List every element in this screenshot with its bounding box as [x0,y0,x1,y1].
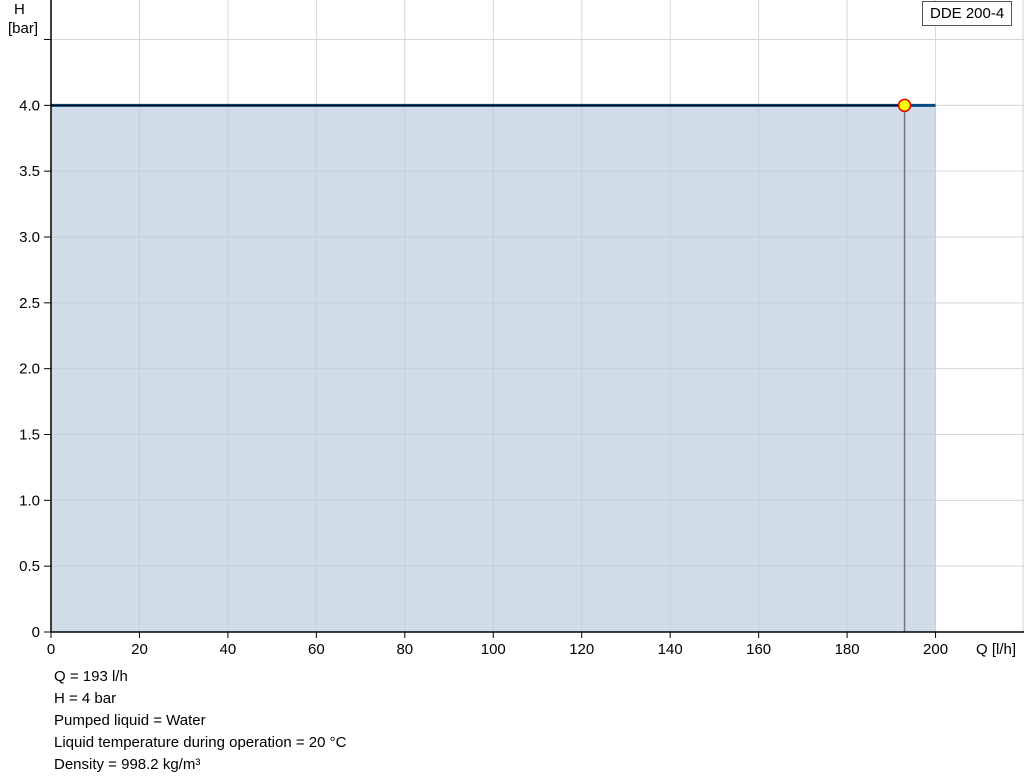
y-axis-label-h: H [14,1,25,18]
info-liquid: Pumped liquid = Water [54,712,206,729]
x-tick-label: 100 [481,641,506,658]
y-tick-label: 3.0 [19,229,40,246]
y-tick-label: 2.5 [19,295,40,312]
x-tick-label: 0 [47,641,55,658]
info-head: H = 4 bar [54,690,117,707]
operating-info: Q = 193 l/h H = 4 bar Pumped liquid = Wa… [54,666,346,776]
x-axis-label: Q [l/h] [976,641,1016,658]
x-tick-label: 140 [658,641,683,658]
y-tick-label: 3.5 [19,163,40,180]
legend-pump-name: DDE 200-4 [922,1,1013,26]
info-temperature: Liquid temperature during operation = 20… [54,734,347,751]
x-tick-label: 180 [835,641,860,658]
y-tick-label: 1.5 [19,427,40,444]
y-tick-label: 0 [32,624,40,641]
x-tick-label: 40 [220,641,237,658]
x-tick-label: 20 [131,641,148,658]
y-tick-label: 0.5 [19,558,40,575]
info-density: Density = 998.2 kg/m³ [54,756,201,773]
operating-point-marker [897,98,912,113]
y-axis-label-unit: [bar] [8,20,39,37]
x-tick-label: 80 [396,641,413,658]
x-tick-label: 60 [308,641,325,658]
info-flow: Q = 193 l/h [54,668,128,685]
x-tick-label: 120 [569,641,594,658]
x-tick-label: 200 [923,641,948,658]
y-tick-label: 4.0 [19,97,40,114]
y-tick-label: 1.0 [19,492,40,509]
y-tick-label: 2.0 [19,361,40,378]
x-tick-label: 160 [746,641,771,658]
